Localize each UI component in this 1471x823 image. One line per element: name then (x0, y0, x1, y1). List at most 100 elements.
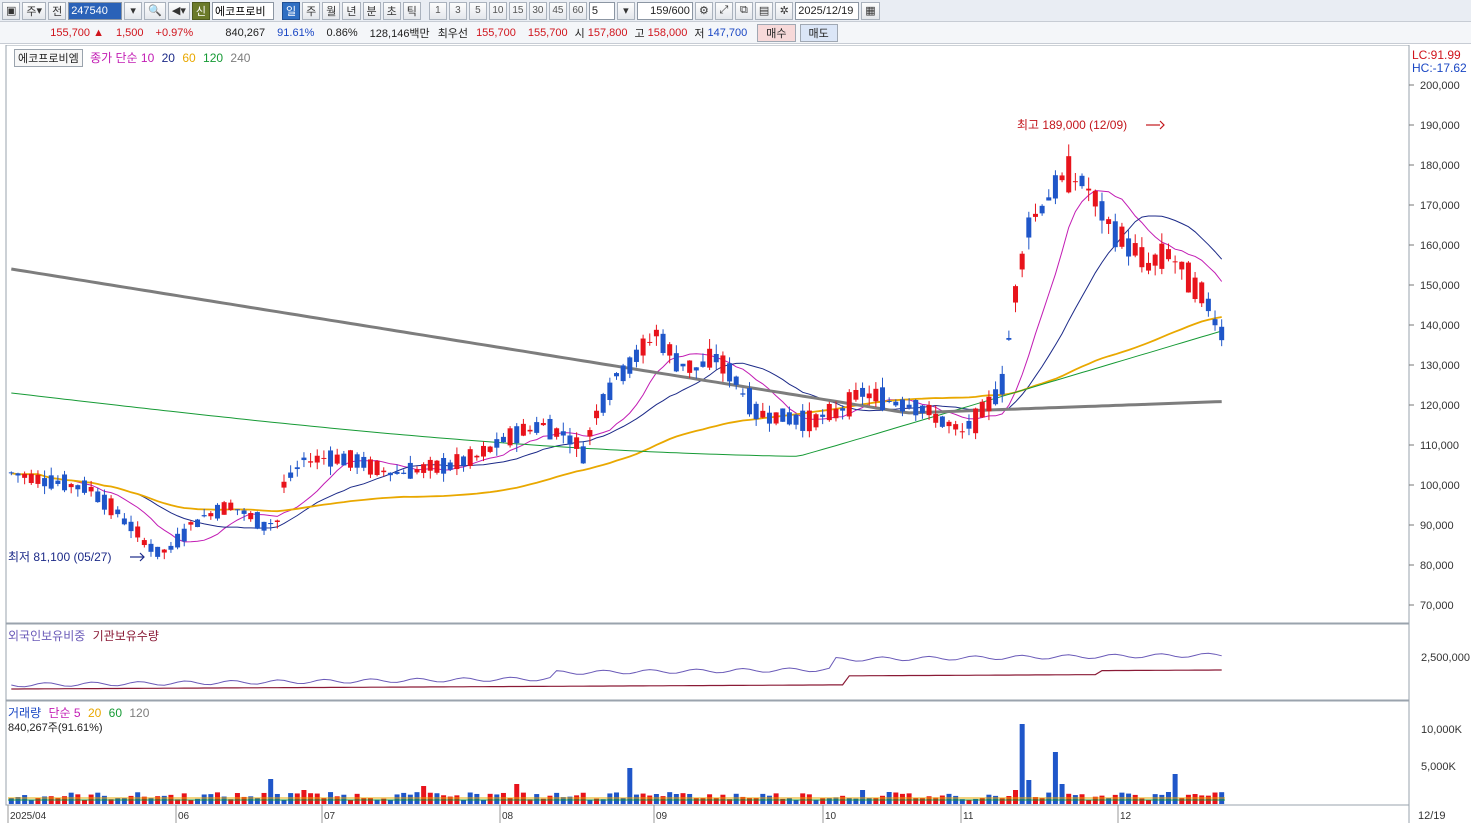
period-type-select[interactable]: 주 ▾ (22, 1, 47, 20)
candle-body (1066, 156, 1072, 193)
candle-body (374, 460, 380, 475)
period-tab-week[interactable]: 주 (302, 1, 321, 20)
period-tab-day[interactable]: 일 (282, 1, 301, 20)
minute-option-10[interactable]: 10 (488, 1, 507, 20)
sound-icon[interactable]: ◀▾ (167, 1, 190, 20)
buy-button[interactable]: 매수 (757, 23, 796, 42)
chart-settings-icon[interactable]: ⚙ (694, 1, 713, 20)
minute-option-5[interactable]: 5 (468, 1, 487, 20)
candle-body (587, 430, 593, 437)
volume-bar (314, 793, 320, 804)
stock-name-field[interactable]: 에코프로비 (212, 1, 274, 20)
candle-body (128, 521, 134, 532)
candle-body (1165, 249, 1171, 260)
candle-body (1072, 181, 1078, 183)
min-annotation-text: 최저 81,100 (05/27) (8, 550, 111, 564)
minute-option-45[interactable]: 45 (548, 1, 567, 20)
window-icon[interactable]: ▣ (2, 1, 21, 20)
candle-body (966, 421, 972, 429)
period-tab-month[interactable]: 월 (322, 1, 341, 20)
candle-body (1039, 205, 1045, 214)
minute-option-15[interactable]: 15 (508, 1, 527, 20)
volume-bar (693, 798, 699, 804)
inst-holding-line (11, 669, 1222, 690)
sell-button[interactable]: 매도 (799, 23, 838, 42)
code-dropdown-icon[interactable]: ▾ (124, 1, 143, 20)
minute-option-60[interactable]: 60 (568, 1, 587, 20)
candle-body (554, 428, 560, 437)
candle-body (899, 399, 905, 412)
volume-bar (188, 799, 194, 804)
volume-bar (833, 797, 839, 804)
candle-body (660, 333, 666, 353)
minute-count-input[interactable]: 5 (588, 1, 615, 20)
period-tab-tick[interactable]: 틱 (402, 1, 421, 20)
x-end-label: 12/19 (1418, 810, 1446, 822)
period-tab-year[interactable]: 년 (342, 1, 361, 20)
minute-option-3[interactable]: 3 (448, 1, 467, 20)
moving-averages (11, 189, 1223, 543)
volume-bar (387, 799, 393, 804)
candle-body (793, 414, 799, 425)
volume-bar (680, 793, 686, 804)
price-tick-label: 150,000 (1420, 280, 1460, 292)
price-tick-label: 70,000 (1420, 600, 1454, 612)
minute-option-1[interactable]: 1 (428, 1, 447, 20)
volume-bar (514, 784, 520, 804)
volume-y-tick-5000k: 5,000K (1421, 761, 1457, 773)
candle-body (607, 382, 613, 400)
minute-dropdown-icon[interactable]: ▾ (616, 1, 635, 20)
volume-bar (966, 799, 972, 804)
volume-bar (88, 794, 94, 804)
volume-bar (1032, 797, 1038, 804)
candle-body (248, 513, 254, 520)
candle-body (135, 526, 141, 538)
volume-bar (540, 798, 546, 804)
candle-body (95, 491, 101, 503)
compare-icon[interactable]: ⤢ (714, 1, 733, 20)
copy-icon[interactable]: ⧉ (734, 1, 753, 20)
search-icon[interactable]: 🔍 (144, 1, 166, 20)
volume-bar (1059, 784, 1065, 804)
candle-body (347, 450, 353, 468)
candle-body (760, 410, 766, 418)
volume-bar (81, 799, 87, 804)
volume-bar (1152, 794, 1158, 804)
gear-icon[interactable]: ✲ (775, 1, 794, 20)
volume-current: 840,267주(91.61%) (8, 722, 103, 734)
candle-body (221, 502, 227, 515)
volume-bar (620, 797, 626, 804)
candle-body (780, 408, 786, 422)
candle-body (993, 389, 999, 405)
stock-chart[interactable]: 200,000 190,000 180,000 170,000 160,000 150,0… (0, 44, 1471, 823)
volume-bar (594, 798, 600, 804)
all-button[interactable]: 전 (48, 1, 67, 20)
volume-bar (301, 790, 307, 804)
volume-bar (354, 793, 360, 804)
bar-count-field[interactable]: 159/600 (636, 1, 693, 20)
volume-bar (75, 794, 81, 804)
max-annotation-text: 최고 189,000 (12/09) (1017, 118, 1127, 132)
date-input[interactable]: 2025/12/19 (795, 1, 860, 20)
period-type-value: 주 (26, 5, 37, 18)
period-tab-minute[interactable]: 분 (362, 1, 381, 20)
candle-body (161, 549, 167, 553)
stock-label[interactable]: 에코프로비엠 (14, 49, 83, 67)
volume-ma-title: 단순 (48, 706, 71, 720)
period-tab-second[interactable]: 초 (382, 1, 401, 20)
volume-bar (707, 794, 713, 804)
min-arrow-head (139, 552, 145, 562)
minute-option-30[interactable]: 30 (528, 1, 547, 20)
calendar-icon[interactable]: ▦ (861, 1, 880, 20)
price-tick-label: 90,000 (1420, 520, 1454, 532)
x-tick-label: 07 (324, 811, 336, 822)
candle-body (261, 521, 267, 531)
stock-code-input[interactable]: 247540 (68, 1, 123, 20)
candle-body (594, 410, 600, 419)
volume-bar (913, 798, 919, 804)
volume-bar (899, 793, 905, 804)
volume-ma-20: 20 (87, 706, 102, 720)
chart-area[interactable]: 200,000 190,000 180,000 170,000 160,000 150,0… (0, 44, 1471, 823)
candle-body (447, 462, 453, 470)
save-icon[interactable]: ▤ (754, 1, 774, 20)
